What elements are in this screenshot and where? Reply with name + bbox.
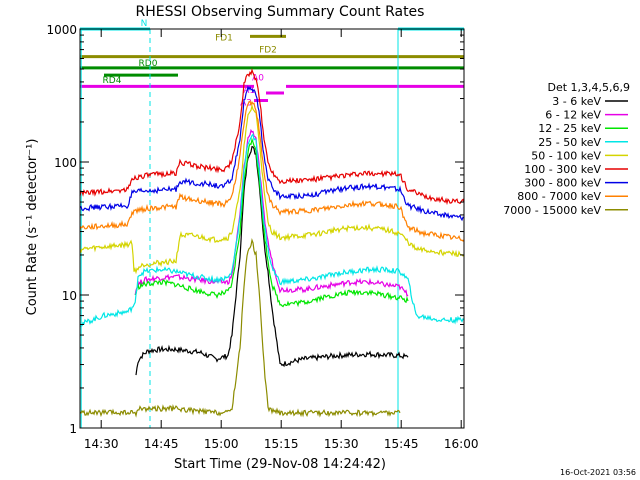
x-axis-label: Start Time (29-Nov-08 14:24:42) [174,457,386,472]
y-tick-label: 10 [62,289,77,303]
x-tick-label: 14:45 [144,437,179,451]
x-tick-label: 15:00 [204,437,239,451]
flag-label-fd1: FD1 [215,33,233,43]
flag-label-a1: A1 [243,86,255,96]
flag-label-rd0: RD0 [139,59,158,69]
y-axis-label: Count Rate (s⁻¹ detector⁻¹) [25,139,40,316]
legend-label: 12 - 25 keV [538,122,601,135]
series-line-7 [79,100,465,242]
series-line-4 [79,103,465,275]
vertical-markers [80,29,465,428]
legend-label: 800 - 7000 keV [517,190,601,203]
legend-label: 6 - 12 keV [545,109,601,122]
series-line-5 [79,68,465,206]
flag-bars: N FD1 FD2 RD0 RD4 A0 A1 A3 [80,19,464,109]
flag-label-a3: A3 [240,99,252,109]
series-line-8 [79,238,401,418]
series-line-3 [79,133,465,328]
legend-label: 100 - 300 keV [524,163,601,176]
legend-label: 7000 - 15000 keV [503,204,601,217]
series-lines [79,68,465,418]
legend-title: Det 1,3,4,5,6,9 [547,81,630,94]
x-tick-label: 15:15 [264,437,299,451]
x-axis-ticks: 14:30 14:45 15:00 15:15 15:30 15:45 16:00 [84,29,479,451]
x-tick-label: 14:30 [84,437,119,451]
flag-label-a0: A0 [252,73,264,83]
flag-label-n: N [141,19,148,29]
legend-label: 50 - 100 keV [531,149,601,162]
x-tick-label: 16:00 [444,437,479,451]
y-tick-label: 1 [69,422,77,436]
y-tick-label: 100 [54,156,77,170]
series-line-1 [134,128,409,298]
legend-label: 3 - 6 keV [552,95,601,108]
x-tick-label: 15:45 [384,437,419,451]
x-tick-label: 15:30 [324,437,359,451]
footer-timestamp: 16-Oct-2021 03:56 [560,468,636,477]
series-line-2 [134,137,409,308]
y-axis-ticks: 1 10 100 1000 [46,23,464,436]
chart-title: RHESSI Observing Summary Count Rates [136,4,425,20]
flag-label-rd4: RD4 [103,76,122,86]
plot-frame [79,28,465,429]
series-line-0 [135,145,409,376]
legend-label: 25 - 50 keV [538,136,601,149]
flag-label-fd2: FD2 [259,46,277,56]
legend-label: 300 - 800 keV [524,177,601,190]
series-line-6 [79,85,465,222]
y-tick-label: 1000 [46,23,77,37]
